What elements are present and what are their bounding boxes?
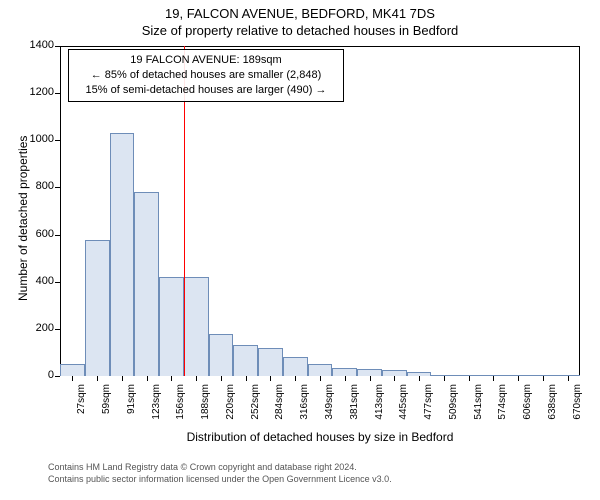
histogram-bar xyxy=(209,334,234,376)
x-tick-label: 606sqm xyxy=(522,384,533,428)
x-tick-label: 284sqm xyxy=(274,384,285,428)
title-subtitle: Size of property relative to detached ho… xyxy=(0,21,600,38)
y-tick-label: 1200 xyxy=(18,86,54,98)
x-tick-label: 349sqm xyxy=(324,384,335,428)
histogram-bar xyxy=(159,277,184,376)
title-address: 19, FALCON AVENUE, BEDFORD, MK41 7DS xyxy=(0,0,600,21)
histogram-bar xyxy=(233,345,258,376)
footer-line2: Contains public sector information licen… xyxy=(48,474,392,484)
annotation-line2: ← 85% of detached houses are smaller (2,… xyxy=(75,68,337,83)
annotation-line3: 15% of semi-detached houses are larger (… xyxy=(75,83,337,98)
histogram-bar xyxy=(85,240,110,376)
x-tick-label: 574sqm xyxy=(497,384,508,428)
x-tick-label: 188sqm xyxy=(200,384,211,428)
histogram-bar xyxy=(283,357,308,376)
histogram-bar xyxy=(184,277,209,376)
histogram-bar xyxy=(357,369,382,376)
histogram-bar xyxy=(332,368,357,376)
y-tick-label: 0 xyxy=(18,369,54,381)
x-tick-label: 91sqm xyxy=(126,384,137,428)
x-tick-label: 445sqm xyxy=(398,384,409,428)
x-tick-label: 59sqm xyxy=(101,384,112,428)
annotation-box: 19 FALCON AVENUE: 189sqm ← 85% of detach… xyxy=(68,49,344,102)
y-tick-label: 1400 xyxy=(18,39,54,51)
x-tick-label: 670sqm xyxy=(572,384,583,428)
x-tick-label: 252sqm xyxy=(250,384,261,428)
x-tick-label: 156sqm xyxy=(175,384,186,428)
histogram-bar xyxy=(258,348,283,376)
x-tick-label: 509sqm xyxy=(448,384,459,428)
x-tick-label: 27sqm xyxy=(76,384,87,428)
y-tick-label: 200 xyxy=(18,322,54,334)
annotation-line1: 19 FALCON AVENUE: 189sqm xyxy=(75,53,337,68)
x-tick-label: 541sqm xyxy=(473,384,484,428)
histogram-bar xyxy=(134,192,159,376)
chart-container: 19, FALCON AVENUE, BEDFORD, MK41 7DS Siz… xyxy=(0,0,600,500)
y-tick-label: 1000 xyxy=(18,133,54,145)
y-tick-label: 400 xyxy=(18,275,54,287)
x-tick-label: 316sqm xyxy=(299,384,310,428)
x-tick-label: 220sqm xyxy=(225,384,236,428)
histogram-bar xyxy=(110,133,135,376)
footer-line1: Contains HM Land Registry data © Crown c… xyxy=(48,462,357,472)
x-tick-label: 413sqm xyxy=(374,384,385,428)
y-tick-label: 800 xyxy=(18,180,54,192)
x-tick-label: 381sqm xyxy=(349,384,360,428)
x-tick-label: 123sqm xyxy=(151,384,162,428)
y-tick-label: 600 xyxy=(18,228,54,240)
x-axis-label: Distribution of detached houses by size … xyxy=(60,430,580,444)
x-tick-label: 638sqm xyxy=(547,384,558,428)
x-tick-label: 477sqm xyxy=(423,384,434,428)
histogram-bar xyxy=(308,364,333,376)
histogram-bar xyxy=(60,364,85,376)
